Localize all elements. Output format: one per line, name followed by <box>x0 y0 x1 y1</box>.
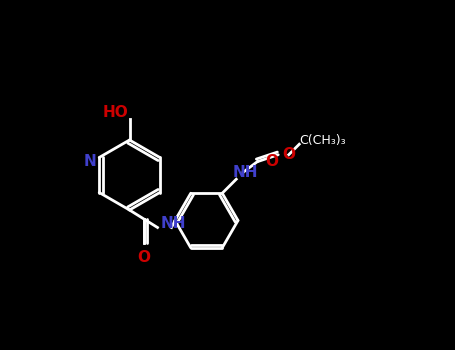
Text: O: O <box>137 250 150 265</box>
Text: NH: NH <box>161 217 187 231</box>
Text: NH: NH <box>233 165 258 180</box>
Text: O: O <box>282 147 295 162</box>
Text: O: O <box>265 154 278 169</box>
Text: C(CH₃)₃: C(CH₃)₃ <box>299 134 346 147</box>
Text: N: N <box>84 154 97 168</box>
Text: HO: HO <box>103 105 128 119</box>
